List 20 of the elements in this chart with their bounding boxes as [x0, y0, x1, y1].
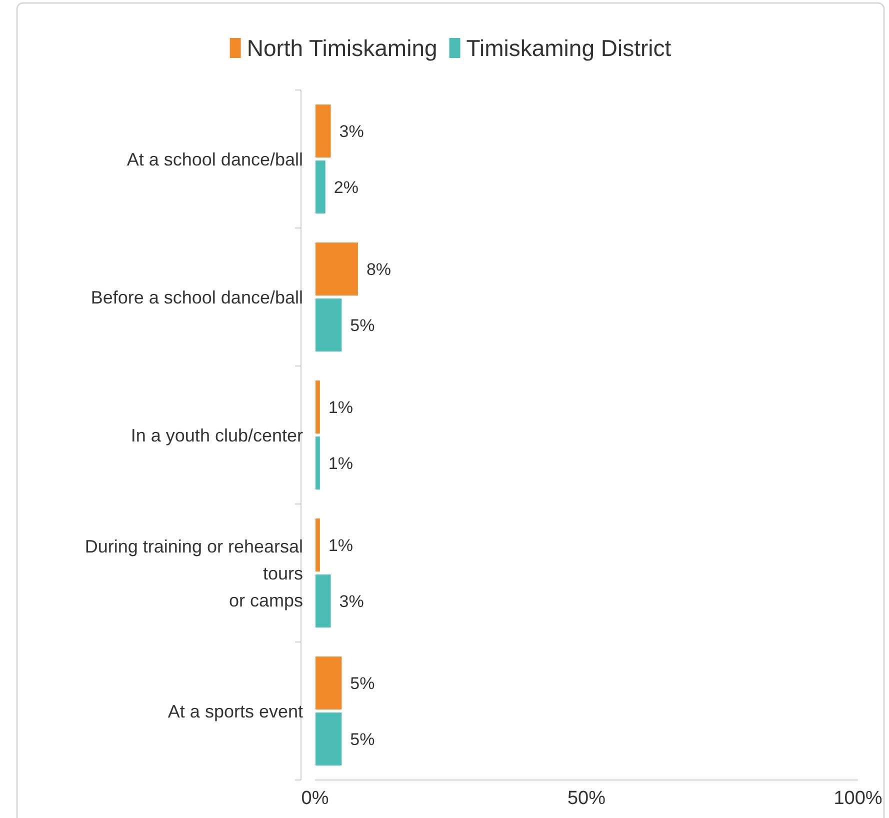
data-label: 1%	[328, 398, 354, 417]
data-label: 5%	[350, 316, 375, 335]
y-tick-label: At a sports event	[168, 701, 303, 722]
x-tick-label: 0%	[301, 788, 329, 809]
data-label: 8%	[366, 260, 392, 279]
data-label: 1%	[328, 454, 354, 473]
y-tick-label: During training or rehearsal tours or camps	[84, 536, 303, 610]
y-tick-label: In a youth club/center	[130, 425, 304, 446]
y-tick-label: Before a school dance/ball	[90, 287, 303, 308]
y-tick-label: At a school dance/ball	[126, 149, 303, 170]
x-tick-label: 100%	[834, 788, 882, 809]
legend-label: Timiskaming District	[466, 35, 672, 62]
data-label: 3%	[339, 122, 364, 141]
data-label: 1%	[328, 536, 354, 555]
data-label: 5%	[350, 730, 375, 749]
data-label: 2%	[334, 178, 358, 197]
data-label: 5%	[350, 674, 375, 693]
x-tick-label: 50%	[567, 788, 606, 809]
legend-label: North Timiskaming	[246, 35, 438, 62]
data-label: 3%	[339, 592, 364, 611]
